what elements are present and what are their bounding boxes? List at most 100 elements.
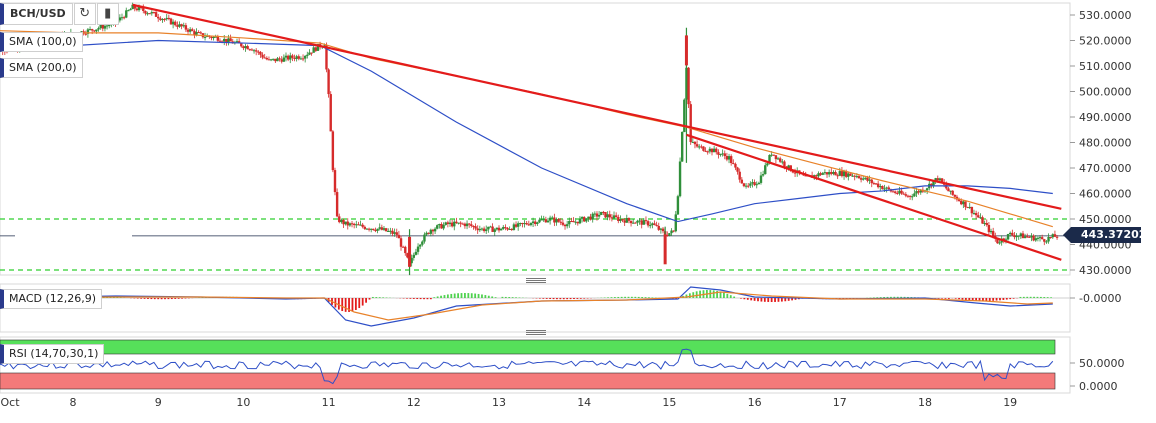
macd-bar: [116, 297, 119, 298]
bar-chart-icon[interactable]: ▮: [96, 3, 119, 25]
candle-body: [638, 220, 641, 222]
macd-bar: [351, 298, 354, 312]
macd-bar: [150, 298, 153, 300]
candle-body: [606, 214, 609, 218]
macd-bar: [947, 298, 950, 299]
macd-bar: [484, 295, 487, 298]
candle-body: [355, 224, 358, 226]
trendline: [132, 3, 1062, 210]
sma200-label[interactable]: SMA (200,0): [0, 58, 83, 78]
candle-body: [938, 178, 942, 181]
candle-body: [840, 171, 844, 177]
candle-body: [866, 177, 869, 181]
candle-body: [161, 19, 164, 21]
candle-body: [508, 228, 511, 230]
candle-body: [184, 25, 188, 30]
candle-body: [274, 58, 277, 62]
macd-bar: [712, 290, 715, 298]
candle-body: [316, 44, 320, 51]
macd-bar: [743, 298, 746, 300]
candle-body: [436, 225, 439, 229]
candle-body: [536, 222, 539, 224]
candle-body: [957, 199, 961, 201]
candle-body: [702, 146, 705, 151]
candle-body: [919, 189, 922, 193]
candle-body: [857, 176, 861, 179]
candle-body: [979, 217, 982, 219]
candle-body: [1040, 237, 1044, 240]
candle-body: [555, 219, 558, 223]
candle-body: [476, 228, 479, 231]
macd-bar: [474, 293, 477, 298]
y-tick-label: 530.0000: [1079, 9, 1132, 22]
candle-body: [214, 36, 217, 38]
sma100-label[interactable]: SMA (100,0): [0, 32, 83, 52]
candle-body: [876, 183, 880, 188]
candle-body: [463, 223, 467, 227]
candle-body: [133, 4, 136, 9]
candle-body: [691, 141, 695, 143]
candles-group: [0, 2, 1059, 267]
candle-body: [793, 172, 797, 174]
chart-header: BCH/USD ↻ ▮: [0, 3, 119, 25]
candle-body: [740, 179, 744, 184]
candle-body: [553, 217, 556, 223]
candle-body: [853, 175, 856, 177]
candle-body: [240, 43, 243, 47]
candle-body: [118, 17, 122, 21]
macd-bar: [372, 296, 374, 298]
macd-bar: [337, 298, 340, 310]
macd-bar: [872, 297, 875, 298]
candle-body: [887, 187, 890, 190]
candle-body: [1043, 239, 1046, 242]
candle-body: [836, 175, 839, 177]
macd-label[interactable]: MACD (12,26,9): [0, 289, 103, 309]
candle-body: [376, 228, 379, 231]
x-tick-label: 18: [918, 396, 932, 409]
candle-body: [649, 225, 652, 227]
macd-bar: [511, 297, 514, 298]
candle-body: [299, 58, 303, 60]
macd-bar: [549, 298, 552, 300]
candle-body: [465, 223, 469, 227]
candle-body: [551, 217, 554, 219]
candle-body: [561, 222, 565, 225]
candle-body: [97, 28, 100, 30]
candle-body: [1053, 234, 1057, 237]
candle-body: [631, 222, 635, 224]
candle-body: [218, 40, 222, 42]
macd-bar: [644, 297, 647, 298]
candle-body: [157, 16, 160, 19]
candle-body: [642, 220, 646, 225]
candle-body: [295, 56, 298, 59]
symbol-label[interactable]: BCH/USD: [0, 3, 73, 25]
candle-body: [86, 29, 90, 34]
pane-splitter-handle[interactable]: [526, 278, 546, 283]
candle-body: [1045, 241, 1048, 243]
candle-body: [272, 58, 275, 60]
candle-body: [862, 178, 865, 180]
candle-body: [455, 221, 458, 224]
candle-body: [625, 217, 628, 223]
macd-bar: [896, 296, 899, 298]
candle-body: [88, 29, 92, 31]
candle-body: [453, 221, 456, 227]
macd-bar: [1002, 298, 1005, 300]
candle-body: [382, 228, 386, 230]
candle-body: [749, 183, 752, 186]
candle-body: [203, 36, 207, 38]
candle-body: [401, 246, 405, 248]
candle-body: [308, 52, 311, 55]
candle-body: [478, 229, 482, 231]
pane-splitter-handle[interactable]: [526, 330, 546, 335]
macd-bar: [900, 296, 903, 298]
candle-body: [363, 226, 367, 229]
candle-body: [291, 55, 294, 58]
candle-body: [859, 178, 863, 180]
candle-body: [129, 9, 132, 11]
rsi-line: [0, 348, 1054, 385]
refresh-icon[interactable]: ↻: [73, 3, 96, 25]
candle-body: [1015, 236, 1018, 238]
rsi-label[interactable]: RSI (14,70,30,1): [0, 344, 105, 364]
spike-body: [663, 234, 667, 265]
